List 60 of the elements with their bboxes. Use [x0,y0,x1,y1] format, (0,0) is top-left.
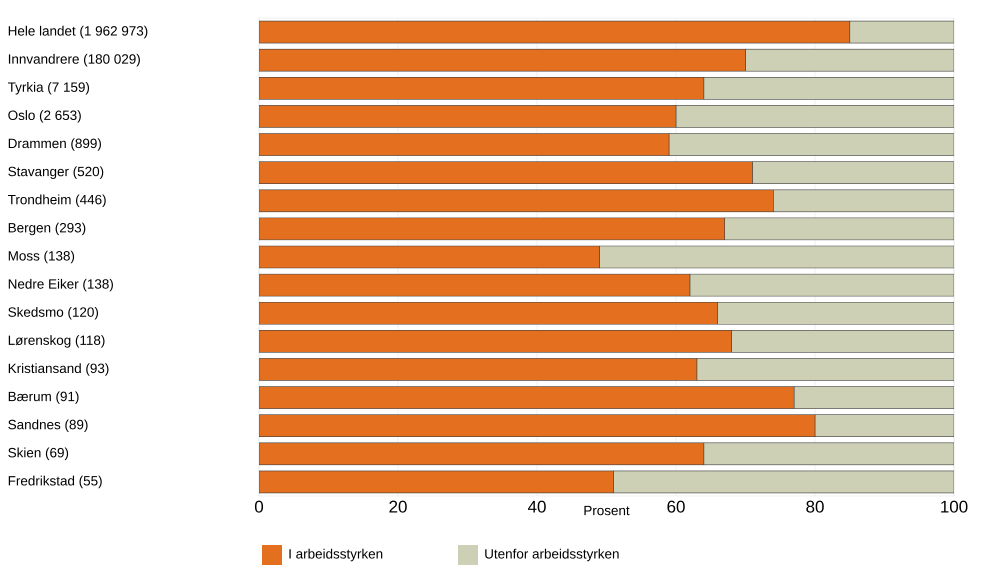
bar [259,246,600,268]
y-tick-label: Kristiansand (93) [8,363,108,376]
bar [259,76,704,100]
bar [668,133,954,156]
x-tick-label: 100 [941,500,968,513]
bar [676,105,954,128]
bar [259,48,746,72]
x-tick-label: 0 [254,500,264,513]
bar [849,20,954,44]
y-tick-label: Oslo (2 653) [8,110,81,123]
bar [259,218,725,240]
bar [704,76,954,100]
bar [259,133,670,156]
y-tick-label: Sandnes (89) [8,419,88,432]
bar [259,105,676,128]
bar [599,246,954,268]
bar [745,48,954,72]
y-tick-label: Hele landet (1 962 973) [8,26,148,38]
x-tick-label: 60 [667,500,685,513]
y-tick-label: Moss (138) [8,250,74,264]
y-tick-label: Bergen (293) [8,222,86,236]
bar [731,330,954,353]
bar [259,358,698,381]
y-tick-label: Stavanger (520) [8,166,104,179]
bar [613,470,954,494]
bar [752,161,954,184]
legend-label: Utenfor arbeidsstyrken [485,548,619,562]
bar [259,161,753,184]
y-tick-label: Skedsmo (120) [8,306,98,320]
bar [773,189,954,212]
bar [259,442,704,466]
y-tick-label: Innvandrere (180 029) [8,54,140,66]
bar [704,442,954,466]
y-tick-label: Bærum (91) [8,391,79,404]
x-tick-label: 80 [806,500,824,513]
y-tick-label: Lørenskog (118) [8,335,105,348]
y-tick-label: Skien (69) [8,448,68,460]
x-axis-title: Prosent [584,506,630,516]
bar [259,386,794,409]
y-tick-label: Fredrikstad (55) [8,476,102,488]
bar [259,274,690,296]
bar [259,330,732,353]
bar [259,414,816,438]
y-tick-label: Nedre Eiker (138) [8,278,113,292]
bar [259,20,850,44]
legend-label: I arbeidsstyrken [289,548,382,562]
bar [259,302,718,325]
y-tick-label: Tyrkia (7 159) [8,82,90,95]
y-tick-label: Drammen (899) [8,138,101,151]
bar [794,386,954,409]
bar [259,189,774,212]
bar [690,274,954,296]
bar [717,302,954,325]
bar [259,470,614,494]
x-tick-label: 40 [528,500,546,513]
bar [814,414,954,438]
y-tick-label: Trondheim (446) [8,194,106,208]
bar [724,218,954,240]
bar [696,358,954,381]
x-tick-label: 20 [389,500,407,513]
